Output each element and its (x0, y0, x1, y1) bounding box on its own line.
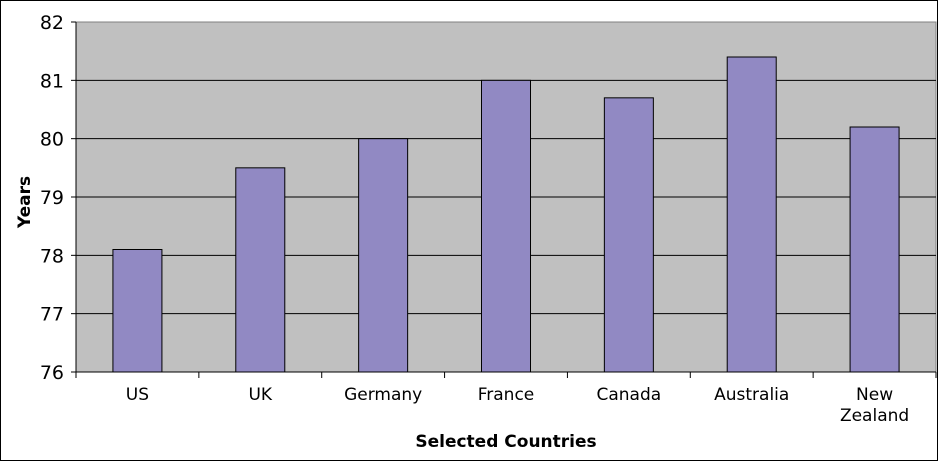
y-axis-title: Years (15, 176, 35, 229)
bar-uk (235, 167, 286, 373)
y-tick-label: 81 (40, 70, 64, 92)
x-axis-title: Selected Countries (415, 432, 596, 452)
y-tick-label: 77 (40, 304, 64, 326)
y-tick-label: 78 (40, 245, 64, 267)
bar-australia (726, 56, 777, 373)
bar-us (112, 249, 163, 373)
x-tick-label: Australia (714, 385, 789, 405)
bar-germany (358, 138, 409, 373)
bar-france (481, 79, 531, 373)
y-tick-label: 80 (40, 129, 64, 151)
x-tick-label: Canada (597, 385, 662, 405)
y-tick-label: 76 (40, 362, 64, 384)
x-tick-label: New (856, 385, 893, 405)
y-tick-label: 82 (40, 12, 64, 34)
x-tick-label: US (126, 385, 149, 405)
x-tick-label: UK (248, 385, 272, 405)
x-tick-label: Zealand (840, 406, 909, 426)
bar-new-zealand (849, 126, 900, 373)
y-tick-label: 79 (40, 187, 64, 209)
x-tick-label: Germany (344, 385, 422, 405)
x-tick-label: France (478, 385, 535, 405)
bar-canada (603, 97, 654, 373)
